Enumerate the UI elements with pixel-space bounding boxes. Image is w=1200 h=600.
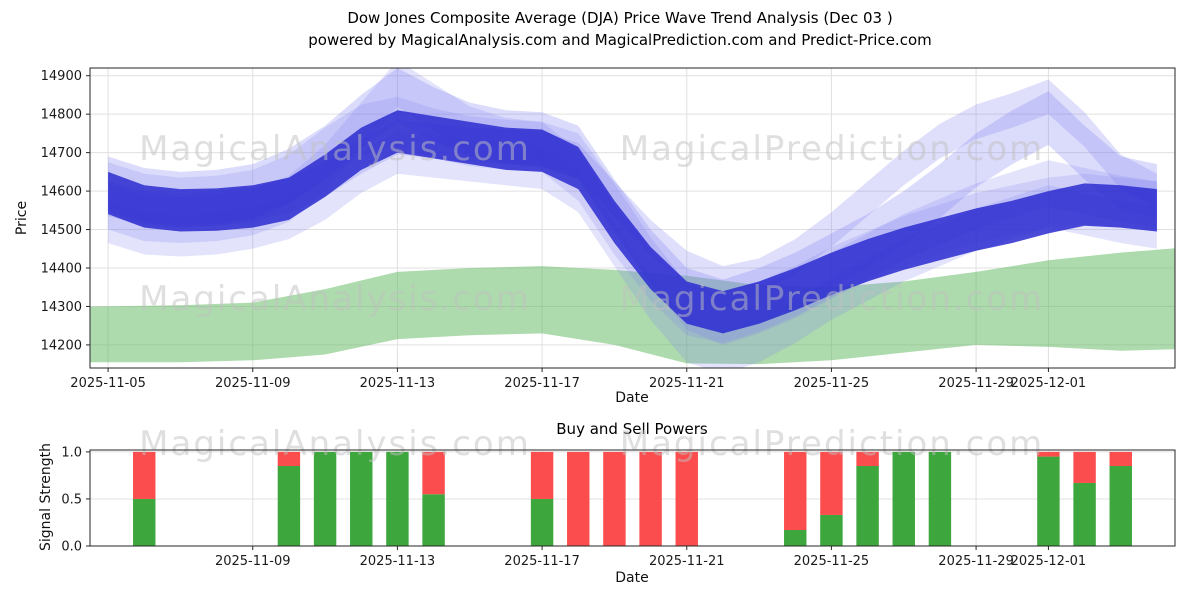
- y-tick-label: 1.0: [61, 445, 82, 460]
- plot-area: [90, 68, 1175, 368]
- sell-bar-segment: [603, 451, 626, 546]
- x-tick-label: 2025-11-17: [504, 554, 580, 569]
- y-tick-label: 0.5: [61, 492, 82, 507]
- sell-bar-segment: [277, 451, 301, 466]
- sell-bar-segment: [1109, 451, 1132, 466]
- watermark-text: MagicalPrediction.com: [620, 279, 1045, 319]
- x-tick-label: 2025-11-21: [649, 376, 725, 391]
- y-tick-label: 14300: [41, 300, 82, 315]
- x-tick-label: 2025-11-29: [938, 554, 1014, 569]
- sell-bar-segment: [422, 451, 445, 495]
- x-tick-label: 2025-12-01: [1011, 554, 1087, 569]
- plot-border: [89, 67, 1176, 369]
- x-tick-label: 2025-11-09: [215, 554, 291, 569]
- support-band: [90, 248, 1175, 365]
- buy-sell-powers-chart: MagicalAnalysis.com MagicalPrediction.com…: [61, 424, 1176, 569]
- buy-sell-powers-title: Buy and Sell Powers: [556, 420, 708, 438]
- buy-bar-segment: [386, 451, 409, 546]
- buy-bar-segment: [277, 466, 301, 546]
- sell-bar-segment: [856, 451, 879, 466]
- sell-bar-segment: [639, 451, 662, 546]
- x-tick-label: 2025-11-13: [360, 376, 436, 391]
- buy-bar-segment: [784, 530, 807, 546]
- x-tick-label: 2025-11-09: [215, 376, 291, 391]
- buy-bar-segment: [820, 514, 843, 546]
- x-tick-label: 2025-11-05: [70, 376, 146, 391]
- watermark-text: MagicalAnalysis.com: [139, 279, 531, 319]
- y-tick-label: 14700: [41, 146, 82, 161]
- buy-bar-segment: [530, 498, 554, 546]
- x-tick-label: 2025-11-21: [649, 554, 725, 569]
- y-tick-label: 0.0: [61, 540, 82, 555]
- buy-bar-segment: [313, 451, 337, 546]
- chart-title: Dow Jones Composite Average (DJA) Price …: [347, 9, 893, 27]
- plot-border: [89, 449, 1176, 547]
- sell-bar-segment: [1073, 451, 1096, 483]
- y-tick-label: 14600: [41, 185, 82, 200]
- x-tick-label: 2025-11-25: [794, 554, 870, 569]
- watermark-text: MagicalPrediction.com: [620, 129, 1045, 169]
- watermark-text: MagicalAnalysis.com: [139, 129, 531, 169]
- y-tick-label: 14200: [41, 338, 82, 353]
- sell-bar-segment: [675, 451, 698, 546]
- sell-bar-segment: [784, 451, 807, 530]
- y-tick-label: 14900: [41, 69, 82, 84]
- buy-bar-segment: [422, 494, 445, 546]
- bottom-date-axis-label: Date: [615, 570, 649, 586]
- y-tick-label: 14400: [41, 262, 82, 277]
- buy-bar-segment: [1073, 482, 1096, 546]
- buy-bar-segment: [1109, 466, 1132, 546]
- buy-bar-segment: [928, 451, 952, 546]
- top-date-axis-label: Date: [615, 390, 649, 406]
- buy-bar-segment: [892, 451, 915, 546]
- sell-bar-segment: [133, 451, 156, 499]
- price-wave-chart: MagicalAnalysis.com MagicalPrediction.com…: [41, 67, 1176, 391]
- sell-bar-segment: [567, 451, 590, 546]
- x-tick-label: 2025-11-13: [360, 554, 436, 569]
- buy-bar-segment: [133, 498, 156, 546]
- buy-bar-segment: [1037, 456, 1060, 546]
- watermark-text: MagicalPrediction.com: [620, 424, 1045, 464]
- x-tick-label: 2025-11-29: [938, 376, 1014, 391]
- x-tick-label: 2025-12-01: [1011, 376, 1087, 391]
- sell-bar-segment: [820, 451, 843, 515]
- y-tick-label: 14500: [41, 223, 82, 238]
- sell-bar-segment: [1037, 451, 1060, 457]
- watermark-text: MagicalAnalysis.com: [139, 424, 531, 464]
- y-tick-label: 14800: [41, 108, 82, 123]
- buy-bar-segment: [856, 466, 879, 546]
- chart-subtitle: powered by MagicalAnalysis.com and Magic…: [308, 31, 932, 49]
- buy-bar-segment: [350, 451, 373, 546]
- price-wave-band: [108, 110, 1157, 334]
- x-tick-label: 2025-11-17: [504, 376, 580, 391]
- x-tick-label: 2025-11-25: [794, 376, 870, 391]
- sell-bar-segment: [530, 451, 554, 499]
